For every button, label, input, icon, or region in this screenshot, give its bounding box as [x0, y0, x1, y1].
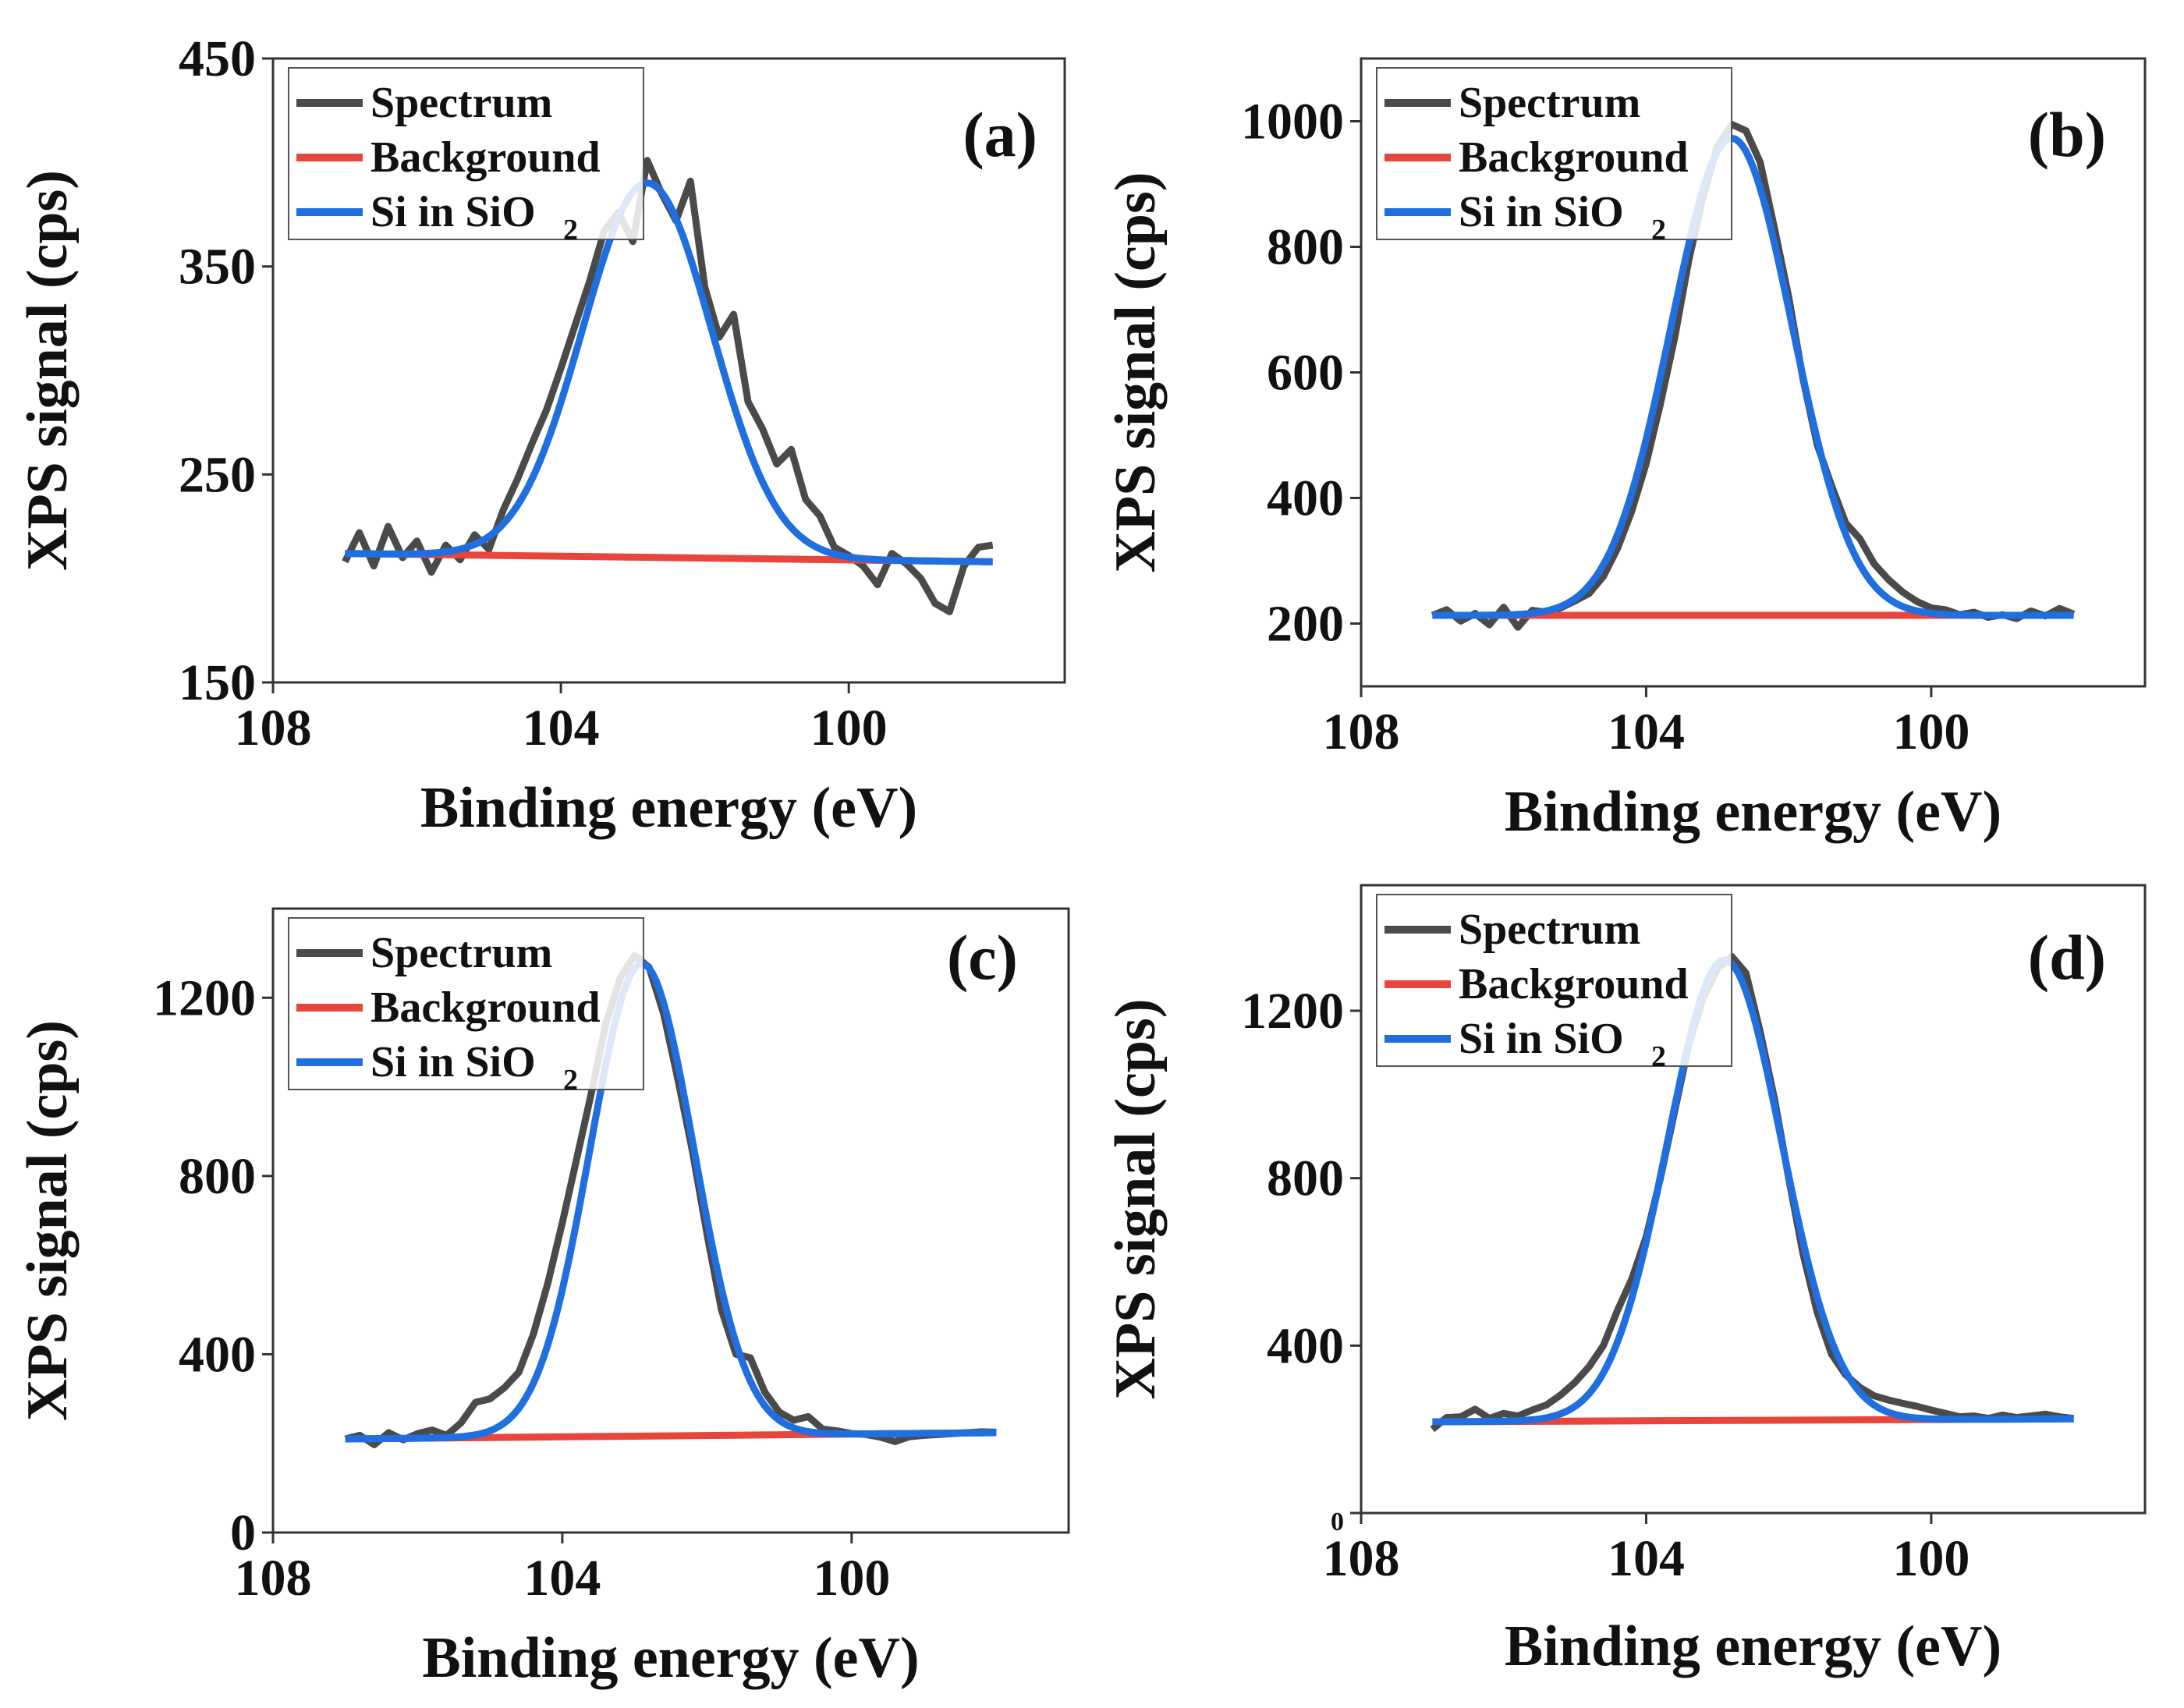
y-tick-label: 800: [179, 1148, 256, 1205]
x-tick-label: 100: [813, 1550, 890, 1607]
legend-label-fit-subscript: 2: [563, 214, 578, 246]
x-tick-label: 108: [1323, 703, 1400, 760]
legend-label-background: Background: [1459, 133, 1689, 182]
y-tick-label: 1000: [1241, 94, 1344, 151]
legend-label-spectrum: Spectrum: [1459, 79, 1640, 127]
x-tick-label: 108: [235, 1550, 312, 1607]
y-tick-label: 1200: [1241, 983, 1344, 1040]
legend-label-fit: Si in SiO: [1459, 1015, 1624, 1063]
y-tick-label: 0: [1331, 1508, 1344, 1536]
chart-panel-a: 150 250 350 450 108 104 100 Binding energy (eV)…: [16, 30, 1066, 840]
y-tick-label: 400: [179, 1326, 256, 1383]
x-tick-label: 104: [1608, 703, 1685, 760]
y-axis-label: XPS signal (cps): [16, 1020, 80, 1421]
x-axis-label: Binding energy (eV): [1505, 1614, 2001, 1678]
y-tick-label: 450: [179, 30, 256, 87]
x-axis-label: Binding energy (eV): [420, 776, 917, 840]
fit-line: [345, 960, 997, 1443]
legend-label-background: Background: [1459, 960, 1689, 1008]
chart-panel-b: 200 400 600 800 1000 108 104 100 Binding energy …: [1104, 57, 2147, 844]
y-tick-label: 400: [1267, 1317, 1344, 1374]
chart-panel-d: 0 400 800 1200 108 104 100 Binding energy (eV) X…: [1104, 884, 2147, 1678]
x-tick-label: 104: [1608, 1530, 1685, 1587]
x-tick-label: 104: [523, 1550, 601, 1607]
panel-label: (c): [947, 922, 1018, 993]
y-tick-label: 150: [179, 654, 256, 711]
y-tick-label: 400: [1267, 470, 1344, 527]
chart-panel-c: 0 400 800 1200 108 104 100 Binding energy (eV) X…: [16, 907, 1070, 1690]
y-tick-label: 600: [1267, 345, 1344, 402]
x-tick-label: 108: [235, 700, 312, 757]
x-tick-label: 104: [523, 700, 600, 757]
y-tick-label: 800: [1267, 219, 1344, 276]
legend: Spectrum Background Si in SiO 2: [1376, 894, 1732, 1073]
x-axis-label: Binding energy (eV): [422, 1626, 919, 1690]
fit-line: [1432, 956, 2074, 1426]
plot-frame: [271, 57, 1066, 684]
panel-label: (b): [2028, 99, 2106, 170]
legend-label-fit-subscript: 2: [1651, 214, 1666, 246]
legend-label-fit: Si in SiO: [370, 1038, 536, 1086]
legend-label-fit: Si in SiO: [1459, 188, 1624, 236]
x-tick-label: 108: [1323, 1530, 1400, 1587]
fit-line: [345, 179, 993, 565]
legend: Spectrum Background Si in SiO 2: [1376, 67, 1732, 246]
y-axis-label: XPS signal (cps): [1104, 172, 1168, 573]
y-tick-label: 1200: [153, 969, 256, 1026]
x-tick-label: 100: [1892, 1530, 1970, 1587]
plot-frame: [1360, 884, 2147, 1515]
x-tick-label: 100: [810, 700, 888, 757]
y-tick-label: 250: [179, 446, 256, 503]
legend-label-spectrum: Spectrum: [1459, 905, 1640, 954]
legend: Spectrum Background Si in SiO 2: [288, 67, 644, 246]
y-tick-label: 350: [179, 239, 256, 296]
panel-label: (d): [2028, 922, 2106, 993]
legend-label-fit-subscript: 2: [563, 1064, 578, 1097]
legend-label-spectrum: Spectrum: [370, 79, 552, 127]
y-tick-label: 0: [230, 1504, 256, 1561]
legend-label-background: Background: [370, 983, 601, 1032]
legend-label-fit: Si in SiO: [370, 188, 536, 236]
legend-label-fit-subscript: 2: [1651, 1040, 1666, 1073]
x-axis-label: Binding energy (eV): [1505, 780, 2001, 844]
legend: Spectrum Background Si in SiO 2: [288, 917, 644, 1097]
x-tick-label: 100: [1892, 703, 1970, 760]
y-tick-label: 800: [1267, 1150, 1344, 1207]
fit-line: [1432, 134, 2074, 619]
y-axis-label: XPS signal (cps): [16, 170, 80, 571]
panel-label: (a): [963, 99, 1037, 170]
y-tick-label: 200: [1267, 596, 1344, 653]
plot-frame: [271, 907, 1070, 1534]
legend-label-spectrum: Spectrum: [370, 929, 552, 977]
legend-label-background: Background: [370, 133, 601, 182]
y-axis-label: XPS signal (cps): [1104, 999, 1168, 1400]
